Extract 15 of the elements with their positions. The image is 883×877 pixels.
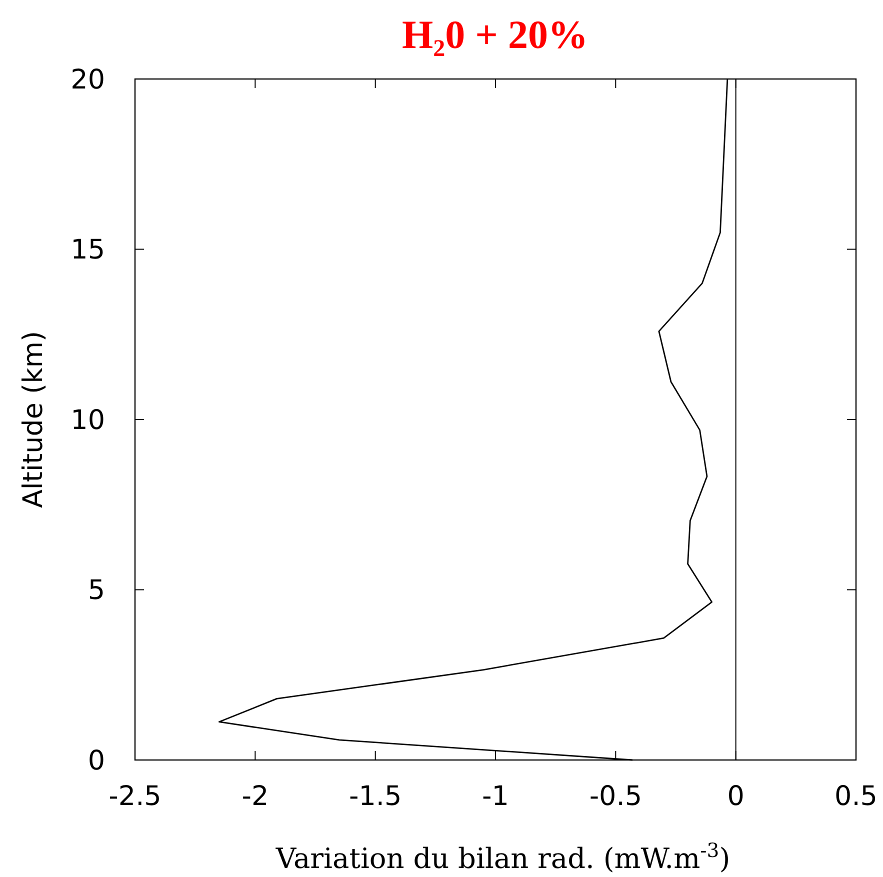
x-axis-title: Variation du bilan rad. (mW.m$^{-3}$): [274, 838, 730, 875]
y-tick-label: 20: [70, 64, 105, 96]
y-tick-label: 10: [70, 404, 105, 436]
x-tick-label: -0.5: [589, 781, 642, 812]
x-tick-label: -1.5: [348, 781, 402, 812]
x-tick-label: -2.5: [108, 781, 162, 812]
y-axis-title: Altitude (km): [18, 330, 49, 508]
y-tick-label: 15: [70, 234, 105, 266]
x-tick-label: 0.5: [834, 781, 878, 812]
y-tick-label: 0: [88, 745, 105, 776]
x-tick-label: -1: [482, 781, 509, 812]
x-tick-label: -2: [242, 781, 269, 812]
chart-title: H₂0 + 20%: [402, 12, 588, 57]
y-tick-label: 5: [88, 575, 105, 606]
x-tick-label: 0: [727, 781, 744, 812]
